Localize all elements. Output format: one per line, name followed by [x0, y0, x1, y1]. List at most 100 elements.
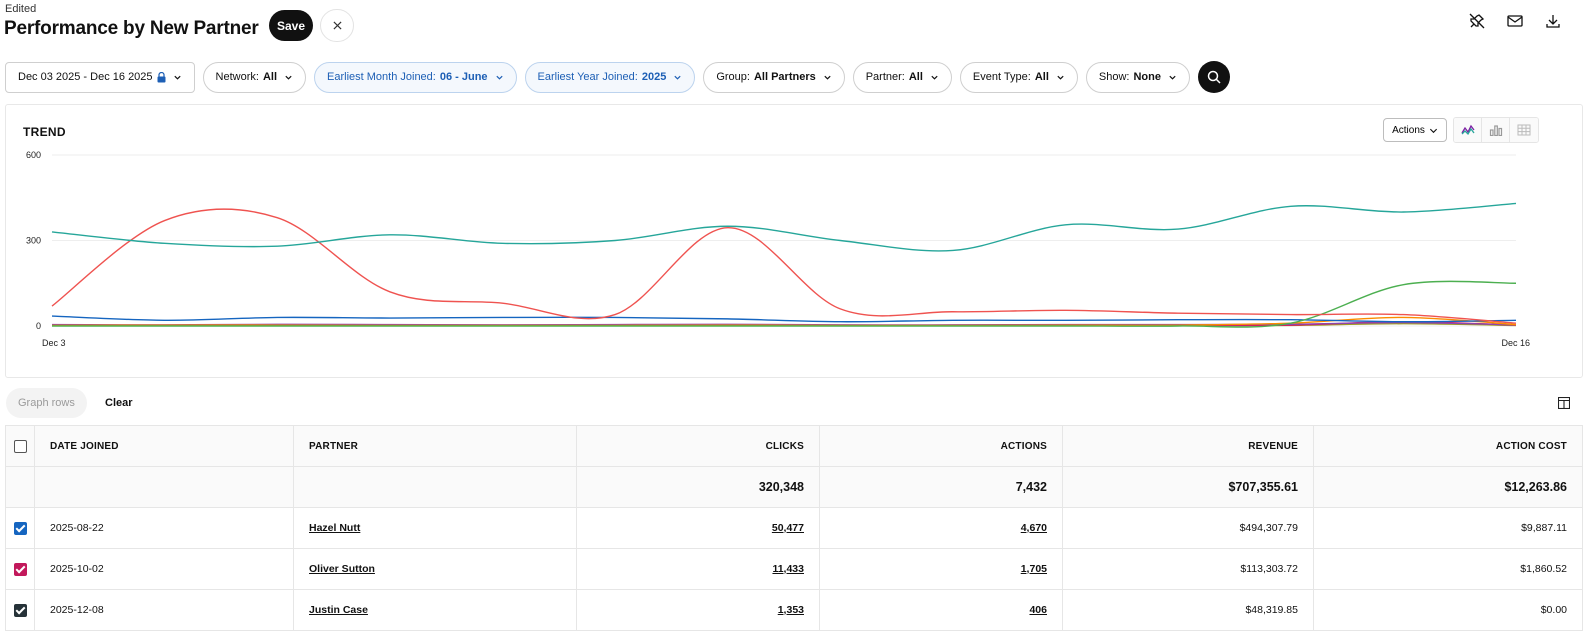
clicks-link[interactable]: 11,433 [772, 563, 804, 575]
line-view-button[interactable] [1454, 118, 1482, 142]
chevron-down-icon [931, 75, 938, 80]
table-view-button[interactable] [1510, 118, 1538, 142]
x-tick-label: Dec 16 [1501, 338, 1530, 348]
chevron-down-icon [1169, 75, 1176, 80]
clicks-link[interactable]: 1,353 [777, 604, 804, 616]
clicks-link[interactable]: 50,477 [771, 522, 804, 534]
totals-row: 320,348 7,432 $707,355.61 $12,263.86 [5, 466, 1583, 508]
actions-header[interactable]: ACTIONS [819, 425, 1063, 467]
page-title: Performance by New Partner [4, 18, 259, 39]
bar-chart-icon [1489, 125, 1502, 136]
save-button[interactable]: Save [269, 10, 313, 41]
date-joined-cell: 2025-08-22 [34, 507, 294, 549]
actions-link[interactable]: 4,670 [1020, 522, 1047, 534]
year-joined-filter[interactable]: Earliest Year Joined: 2025 [524, 61, 696, 93]
action-cost-cell: $1,860.52 [1313, 548, 1583, 590]
search-icon [1207, 70, 1221, 84]
network-label: Network: [215, 71, 259, 83]
event-type-value: All [1034, 71, 1049, 83]
series-line-orange[interactable] [51, 316, 1517, 327]
unpin-icon [1469, 13, 1485, 29]
row-checkbox[interactable] [13, 521, 27, 535]
series-line-blue[interactable] [51, 315, 1517, 323]
search-button[interactable] [1197, 61, 1230, 93]
action-cost-header[interactable]: ACTION COST [1313, 425, 1583, 467]
show-filter[interactable]: Show: None [1085, 61, 1190, 93]
action-cost-cell: $0.00 [1313, 589, 1583, 631]
date-joined-header[interactable]: DATE JOINED [34, 425, 294, 467]
total-clicks: 320,348 [576, 466, 820, 508]
series-line-red[interactable] [51, 208, 1517, 324]
total-revenue: $707,355.61 [1062, 466, 1314, 508]
actions-button[interactable]: Actions [1383, 118, 1447, 142]
partner-filter[interactable]: Partner: All [852, 61, 952, 93]
year-joined-label: Earliest Year Joined: [537, 71, 638, 83]
unpin-button[interactable] [1468, 12, 1486, 30]
table-row: 2025-12-08 Justin Case 1,353 406 $48,319… [5, 589, 1583, 631]
select-all-checkbox[interactable] [13, 439, 27, 453]
bar-view-button[interactable] [1482, 118, 1510, 142]
trend-title: TREND [23, 125, 66, 139]
event-type-label: Event Type: [972, 71, 1031, 83]
mail-icon [1507, 15, 1523, 27]
clear-button[interactable]: Clear [105, 397, 133, 409]
series-line-green[interactable] [52, 280, 1517, 328]
group-label: Group: [716, 71, 750, 83]
month-joined-filter[interactable]: Earliest Month Joined: 06 - June [314, 61, 517, 93]
chevron-down-icon [173, 75, 181, 80]
actions-link[interactable]: 406 [1029, 604, 1047, 616]
show-label: Show: [1098, 71, 1130, 83]
clicks-header[interactable]: CLICKS [576, 425, 820, 467]
partner-cell: Oliver Sutton [293, 548, 577, 590]
actions-cell: 4,670 [819, 507, 1063, 549]
revenue-cell: $113,303.72 [1062, 548, 1314, 590]
network-filter[interactable]: Network: All [202, 61, 307, 93]
row-checkbox[interactable] [13, 603, 27, 617]
partner-link[interactable]: Justin Case [309, 604, 368, 616]
row-checkbox[interactable] [13, 562, 27, 576]
chevron-down-icon [1429, 128, 1437, 133]
row-checkbox-cell [5, 507, 35, 549]
chart-view-toggle [1453, 117, 1539, 143]
line-chart-icon [1460, 124, 1475, 136]
select-all-cell [5, 425, 35, 467]
event-type-filter[interactable]: Event Type: All [959, 61, 1078, 93]
totals-cb-cell [5, 466, 35, 508]
actions-cell: 406 [819, 589, 1063, 631]
trend-card: TREND Actions 0 300 600 Dec 3 Dec 16 [5, 104, 1583, 378]
graph-rows-button[interactable]: Graph rows [6, 388, 87, 418]
partner-link[interactable]: Hazel Nutt [309, 522, 361, 534]
group-value: All Partners [753, 71, 816, 83]
close-button[interactable] [320, 9, 354, 42]
chevron-down-icon [674, 75, 681, 80]
series-line-teal[interactable] [51, 202, 1517, 252]
table-row: 2025-10-02 Oliver Sutton 11,433 1,705 $1… [5, 548, 1583, 590]
actions-link[interactable]: 1,705 [1020, 563, 1047, 575]
x-tick-label: Dec 3 [42, 338, 66, 348]
revenue-header[interactable]: REVENUE [1062, 425, 1314, 467]
date-range-filter[interactable]: Dec 03 2025 - Dec 16 2025 [5, 61, 195, 93]
heatmap-icon [1517, 124, 1531, 136]
close-icon [332, 21, 342, 30]
partner-header[interactable]: PARTNER [293, 425, 577, 467]
email-button[interactable] [1506, 12, 1524, 30]
group-filter[interactable]: Group: All Partners [703, 61, 845, 93]
lock-icon [157, 71, 166, 82]
month-joined-label: Earliest Month Joined: [327, 71, 436, 83]
download-button[interactable] [1544, 12, 1562, 30]
actions-cell: 1,705 [819, 548, 1063, 590]
totals-partner-cell [293, 466, 577, 508]
download-icon [1546, 15, 1560, 28]
partner-table: DATE JOINED PARTNER CLICKS ACTIONS REVEN… [5, 425, 1583, 631]
date-joined-cell: 2025-10-02 [34, 548, 294, 590]
column-settings-button[interactable] [1557, 396, 1571, 414]
total-action-cost: $12,263.86 [1313, 466, 1583, 508]
y-tick-label: 300 [26, 236, 41, 246]
y-tick-label: 0 [36, 321, 41, 331]
table-row: 2025-08-22 Hazel Nutt 50,477 4,670 $494,… [5, 507, 1583, 549]
partner-cell: Hazel Nutt [293, 507, 577, 549]
total-actions: 7,432 [819, 466, 1063, 508]
partner-link[interactable]: Oliver Sutton [309, 563, 375, 575]
columns-icon [1557, 396, 1571, 410]
chevron-down-icon [1057, 75, 1064, 80]
